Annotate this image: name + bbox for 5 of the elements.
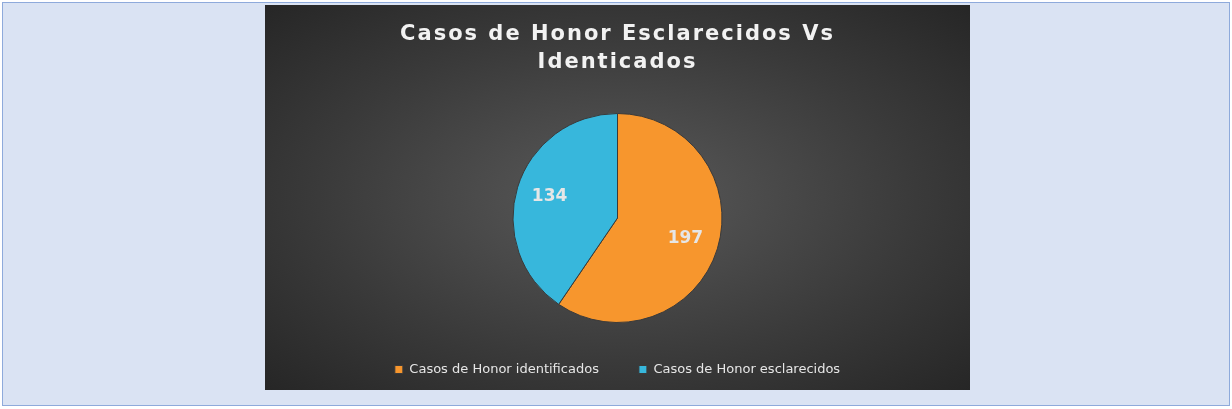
data-label: 134 bbox=[531, 185, 568, 206]
chart-title: Casos de Honor Esclarecidos Vs Identicados bbox=[399, 20, 836, 75]
legend-label: Casos de Honor esclarecidos bbox=[653, 360, 841, 376]
legend-label: Casos de Honor identificados bbox=[409, 360, 600, 376]
data-label: 197 bbox=[667, 227, 704, 248]
